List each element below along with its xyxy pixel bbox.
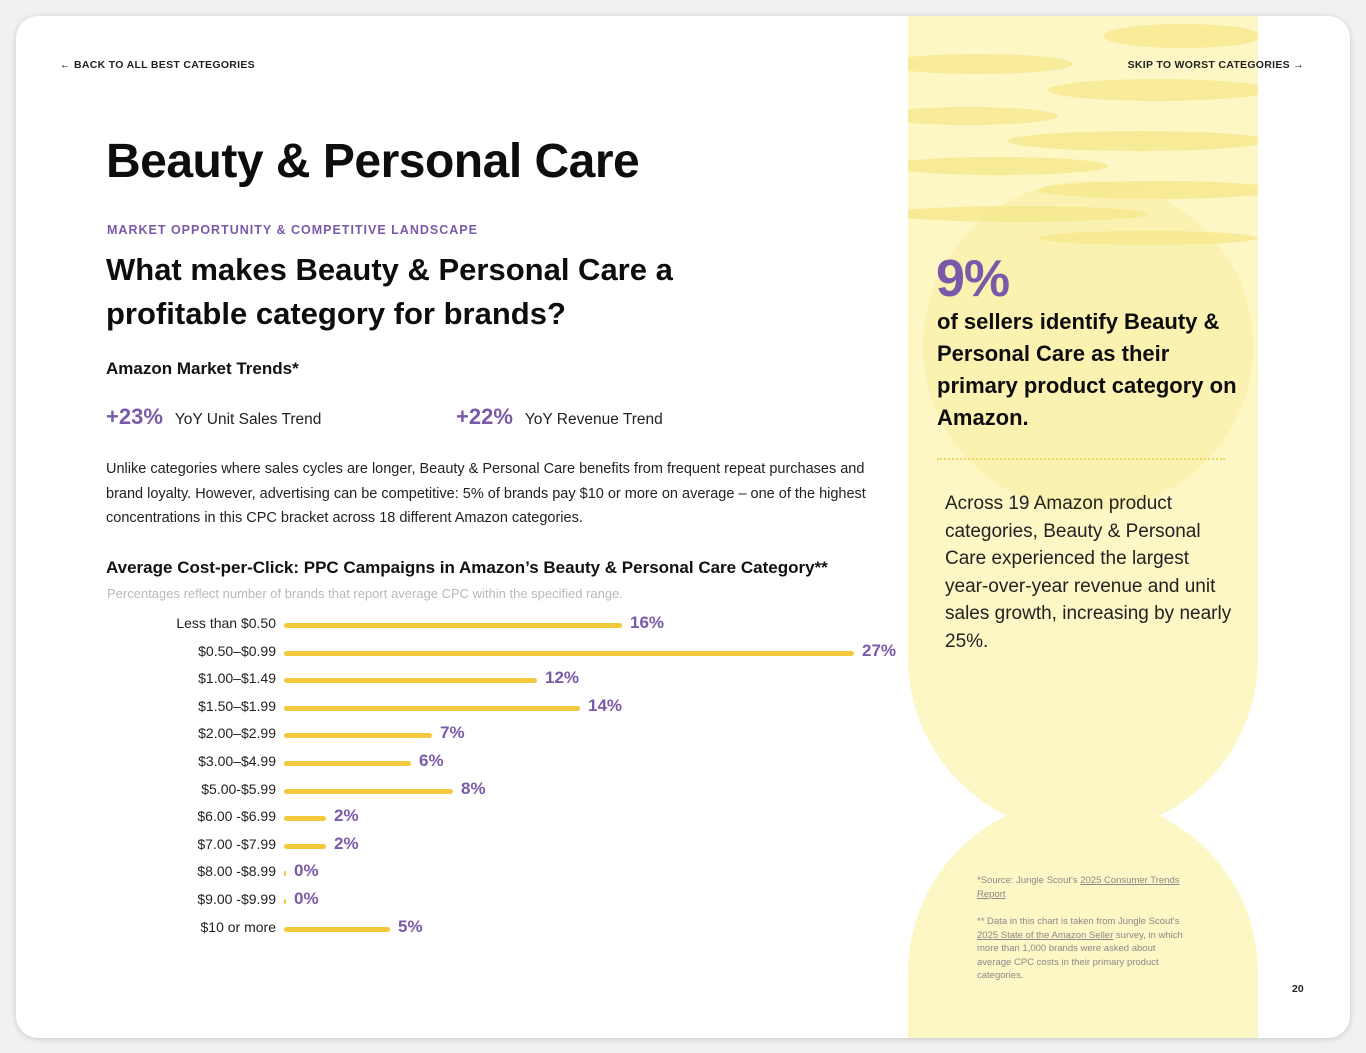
bar-category-label: $2.00–$2.99 [198, 725, 276, 742]
back-to-best-categories-link[interactable]: ← BACK TO ALL BEST CATEGORIES [60, 59, 255, 71]
bar-row: $1.00–$1.49 12% [76, 668, 896, 689]
decorative-shapes [908, 16, 1258, 1038]
chart-title: Average Cost-per-Click: PPC Campaigns in… [106, 558, 828, 577]
bar-value-label: 6% [419, 751, 444, 770]
footnote-1-prefix: *Source: Jungle Scout's [977, 875, 1081, 886]
bar [284, 733, 432, 739]
chart-subtitle: Percentages reflect number of brands tha… [107, 586, 623, 601]
revenue-trend: +22% YoY Revenue Trend [456, 404, 663, 430]
skip-to-worst-categories-link[interactable]: SKIP TO WORST CATEGORIES → [1127, 59, 1304, 71]
page-title: Beauty & Personal Care [106, 135, 640, 188]
bar-category-label: $1.50–$1.99 [198, 697, 276, 714]
bar [284, 899, 286, 904]
section-eyebrow: MARKET OPPORTUNITY & COMPETITIVE LANDSCA… [107, 223, 478, 237]
bar-value-label: 7% [440, 723, 465, 743]
unit-sales-trend-value: +23% [106, 404, 163, 429]
bar [284, 650, 854, 656]
bar-category-label: $5.00-$5.99 [201, 780, 276, 797]
bar [284, 816, 326, 822]
stat-description: of sellers identify Beauty & Personal Ca… [937, 309, 1237, 430]
bar-row: $5.00-$5.99 8% [76, 778, 896, 800]
panel-sun-circle [923, 181, 1253, 511]
bar-category-label: Less than $0.50 [176, 615, 276, 631]
bar-value-label: 5% [398, 916, 423, 936]
bar [284, 705, 580, 711]
bar-row: $2.00–$2.99 7% [76, 723, 896, 744]
report-page: ← BACK TO ALL BEST CATEGORIES SKIP TO WO… [16, 16, 1350, 1038]
unit-sales-trend: +23% YoY Unit Sales Trend [106, 404, 321, 430]
bar-value-label: 2% [334, 806, 359, 826]
bar-category-label: $8.00 -$8.99 [197, 863, 276, 880]
panel-wave-stripes [908, 24, 1258, 245]
cpc-bar-chart: Less than $0.50 16% $0.50–$0.99 27% $1.00–$1… [76, 613, 897, 954]
bar-row: $6.00 -$6.99 2% [76, 806, 896, 827]
market-trends-heading: Amazon Market Trends* [106, 359, 299, 378]
bar [284, 926, 390, 932]
bar-row: $8.00 -$8.99 0% [76, 861, 896, 882]
bar [284, 761, 411, 766]
bar-row: $1.50–$1.99 14% [76, 695, 896, 717]
dotted-divider [937, 458, 1225, 460]
state-of-amazon-seller-link[interactable]: 2025 State of the Amazon Seller [977, 929, 1114, 941]
bar-value-label: 8% [461, 778, 486, 798]
bar-category-label: $0.50–$0.99 [198, 642, 276, 659]
bar-row: Less than $0.50 16% [76, 613, 896, 634]
bar-value-label: 0% [294, 861, 319, 881]
decorative-yellow-panel [908, 16, 1258, 1038]
page-number: 20 [1292, 983, 1304, 995]
footnote-chart-data: ** Data in this chart is taken from Jung… [977, 915, 1187, 983]
section-heading: What makes Beauty & Personal Care a prof… [106, 252, 673, 331]
bar-category-label: $3.00–$4.99 [198, 753, 276, 769]
bar [284, 788, 453, 794]
bar-row: $3.00–$4.99 6% [76, 751, 896, 772]
revenue-trend-label: YoY Revenue Trend [524, 411, 663, 428]
bar-value-label: 16% [630, 613, 665, 632]
body-paragraph: Unlike categories where sales cycles are… [106, 461, 866, 526]
bar-value-label: 27% [862, 640, 897, 660]
bar-category-label: $7.00 -$7.99 [197, 835, 276, 852]
unit-sales-trend-label: YoY Unit Sales Trend [174, 411, 322, 428]
bar-category-label: $1.00–$1.49 [198, 670, 276, 687]
bar [284, 871, 286, 877]
stat-value: 9% [936, 250, 1010, 308]
bar-category-label: $9.00 -$9.99 [197, 891, 276, 907]
footnote-source: *Source: Jungle Scout's 2025 Consumer Tr… [977, 874, 1187, 901]
revenue-trend-value: +22% [456, 404, 513, 429]
bar-row: $9.00 -$9.99 0% [76, 889, 896, 910]
bar-row: $0.50–$0.99 27% [76, 640, 897, 662]
bar-category-label: $6.00 -$6.99 [197, 808, 276, 825]
bar-row: $10 or more 5% [76, 916, 896, 938]
bar-category-label: $10 or more [200, 918, 276, 935]
bar [284, 623, 622, 628]
footnote-2-suffix: survey, in which more than 1,000 brands … [977, 929, 1183, 982]
bar [284, 678, 537, 684]
panel-bottom-shape [908, 798, 1258, 1038]
bar-row: $7.00 -$7.99 2% [76, 833, 896, 855]
consumer-trends-report-link[interactable]: 2025 Consumer Trends Report [977, 875, 1180, 900]
bar-value-label: 14% [588, 695, 623, 715]
footnotes: *Source: Jungle Scout's 2025 Consumer Tr… [977, 874, 1187, 997]
bar [284, 843, 326, 849]
sidebar-detail-text: Across 19 Amazon product categories, Bea… [945, 493, 1232, 652]
footnote-2-prefix: ** Data in this chart is taken from Jung… [977, 916, 1180, 927]
bar-value-label: 0% [294, 889, 319, 908]
bar-value-label: 12% [545, 668, 580, 688]
bar-value-label: 2% [334, 833, 359, 853]
